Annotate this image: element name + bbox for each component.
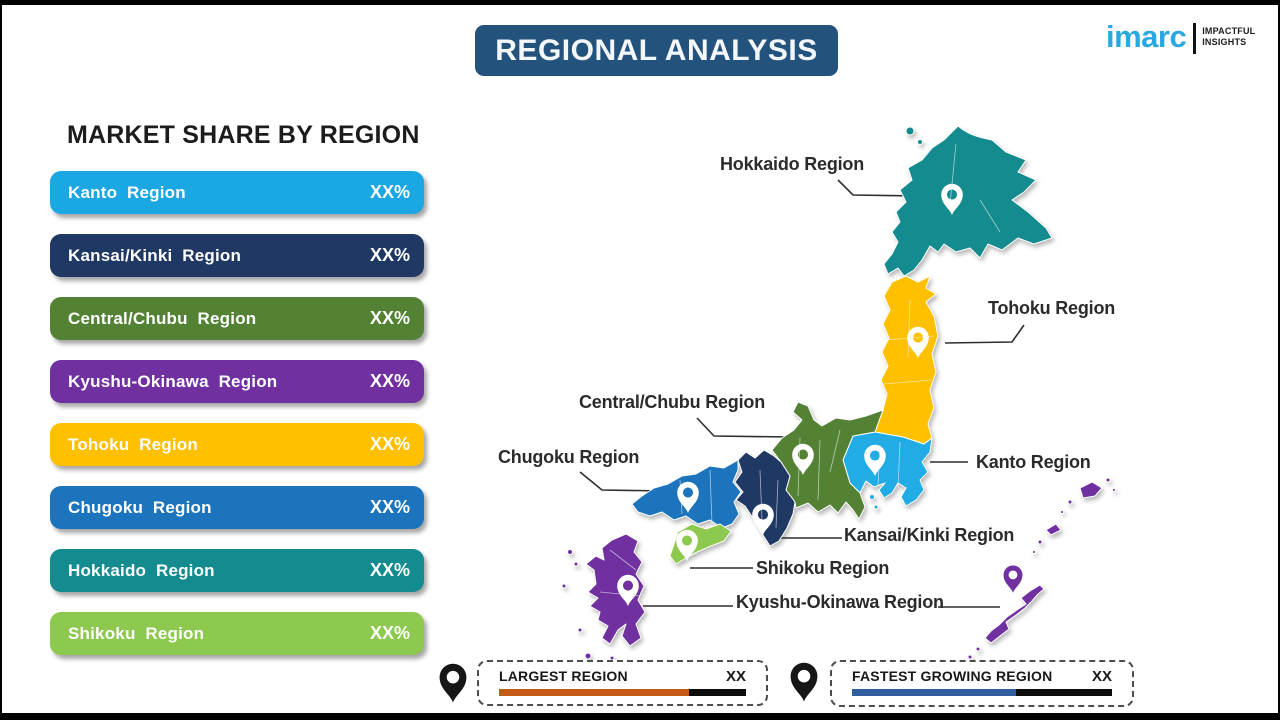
imarc-wordmark: imarc xyxy=(1106,19,1187,54)
region-share-bar: Hokkaido Region XX% xyxy=(50,549,424,592)
region-share-value: XX% xyxy=(369,245,410,265)
largest-region-value: XX xyxy=(725,668,746,685)
region-name: Kansai/Kinki Region xyxy=(68,245,242,265)
region-share-bar: Tohoku Region XX% xyxy=(50,423,424,466)
logo-divider xyxy=(1193,23,1197,54)
fastest-growing-region-bar xyxy=(852,689,1112,696)
region-share-value: XX% xyxy=(369,497,410,517)
tohoku-map-label: Tohoku Region xyxy=(988,298,1116,318)
region-share-bar: Kyushu-Okinawa Region XX% xyxy=(50,360,424,403)
logo-tagline-line2: INSIGHTS xyxy=(1202,37,1247,48)
region-kyushu-islet xyxy=(609,655,615,660)
okinawa-mid-islands xyxy=(1045,523,1062,536)
region-name: Shikoku Region xyxy=(68,623,205,643)
region-share-bar: Kanto Region XX% xyxy=(50,171,424,214)
region-kyushu-islet xyxy=(573,561,579,567)
okinawa-main-island xyxy=(984,584,1045,644)
kanto-map-label: Kanto Region xyxy=(976,452,1091,472)
logo-tagline: IMPACTFUL INSIGHTS xyxy=(1202,26,1255,49)
okinawa-pin-icon xyxy=(1003,565,1023,593)
leader-lines xyxy=(579,179,1025,608)
region-kyushu-islet xyxy=(567,549,573,555)
region-share-value: XX% xyxy=(369,308,410,328)
region-share-value: XX% xyxy=(369,371,410,391)
region-name: Tohoku Region xyxy=(68,434,198,454)
page-title-banner: REGIONAL ANALYSIS xyxy=(475,25,838,76)
region-name: Hokkaido Region xyxy=(68,560,215,580)
largest-region-label: LARGEST REGION xyxy=(499,668,628,684)
region-chugoku xyxy=(631,459,742,529)
region-share-value: XX% xyxy=(369,182,410,202)
region-name: Kanto Region xyxy=(68,182,186,202)
shikoku-map-label: Shikoku Region xyxy=(756,558,890,578)
top-border xyxy=(0,0,1280,5)
left-border xyxy=(0,0,2,720)
okinawa-islet xyxy=(1112,488,1116,492)
kansai-map-label: Kansai/Kinki Region xyxy=(844,525,1015,545)
okinawa-islet xyxy=(975,646,981,652)
market-share-list: Kanto Region XX% Kansai/Kinki Region XX%… xyxy=(50,171,424,675)
region-kanto-islet xyxy=(873,504,879,510)
kyushu-map-label: Kyushu-Okinawa Region xyxy=(736,592,944,612)
okinawa-islet xyxy=(1105,477,1111,483)
imarc-logo: imarc IMPACTFUL INSIGHTS xyxy=(1106,21,1255,54)
largest-region-legend: LARGEST REGION XX xyxy=(477,660,768,706)
chubu-map-label: Central/Chubu Region xyxy=(579,392,765,412)
region-share-value: XX% xyxy=(369,434,410,454)
tohoku-leader-line xyxy=(944,324,1025,344)
region-share-value: XX% xyxy=(369,560,410,580)
chubu-leader-line xyxy=(696,417,791,438)
market-share-heading: MARKET SHARE BY REGION xyxy=(67,121,420,149)
okinawa-islet xyxy=(1060,510,1064,514)
page-title: REGIONAL ANALYSIS xyxy=(495,33,818,67)
region-share-bar: Chugoku Region XX% xyxy=(50,486,424,529)
chugoku-leader-line xyxy=(579,471,669,492)
okinawa-amami-islands xyxy=(1079,481,1103,499)
region-kyushu xyxy=(585,533,646,647)
region-name: Kyushu-Okinawa Region xyxy=(68,371,278,391)
largest-region-bar xyxy=(499,689,746,696)
chugoku-map-label: Chugoku Region xyxy=(498,447,640,467)
map-regions xyxy=(561,125,1116,660)
japan-map xyxy=(561,125,1116,660)
region-share-bar: Kansai/Kinki Region XX% xyxy=(50,234,424,277)
okinawa-islet xyxy=(1032,550,1036,554)
region-share-value: XX% xyxy=(369,623,410,643)
logo-tagline-line1: IMPACTFUL xyxy=(1202,26,1256,36)
hokkaido-leader-line xyxy=(837,179,924,197)
region-name: Chugoku Region xyxy=(68,497,212,517)
okinawa-islet xyxy=(1037,539,1043,545)
largest-region-pin-icon xyxy=(439,663,467,703)
region-hokkaido-islet xyxy=(905,126,915,136)
region-okinawa xyxy=(967,477,1116,660)
region-share-bar: Shikoku Region XX% xyxy=(50,612,424,655)
fastest-growing-region-bar-fill xyxy=(852,689,1016,696)
region-kyushu-islet xyxy=(561,583,567,589)
fastest-growing-region-pin-icon xyxy=(790,662,818,702)
okinawa-islet xyxy=(967,654,973,660)
fastest-growing-region-label: FASTEST GROWING REGION xyxy=(852,668,1053,684)
region-hokkaido-islet xyxy=(917,139,923,145)
region-share-bar: Central/Chubu Region XX% xyxy=(50,297,424,340)
region-name: Central/Chubu Region xyxy=(68,308,257,328)
fastest-growing-region-legend: FASTEST GROWING REGION XX xyxy=(830,660,1134,707)
region-tohoku xyxy=(874,275,939,445)
region-kyushu-islet xyxy=(584,652,592,660)
okinawa-islet xyxy=(1067,499,1073,505)
region-kanto-islet xyxy=(869,494,875,500)
bottom-border xyxy=(0,713,1280,720)
largest-region-bar-fill xyxy=(499,689,690,696)
region-hokkaido xyxy=(883,125,1053,277)
fastest-growing-region-value: XX xyxy=(1091,668,1112,685)
right-border xyxy=(1278,0,1280,720)
hokkaido-map-label: Hokkaido Region xyxy=(720,154,865,174)
region-kyushu-islet xyxy=(577,627,583,633)
